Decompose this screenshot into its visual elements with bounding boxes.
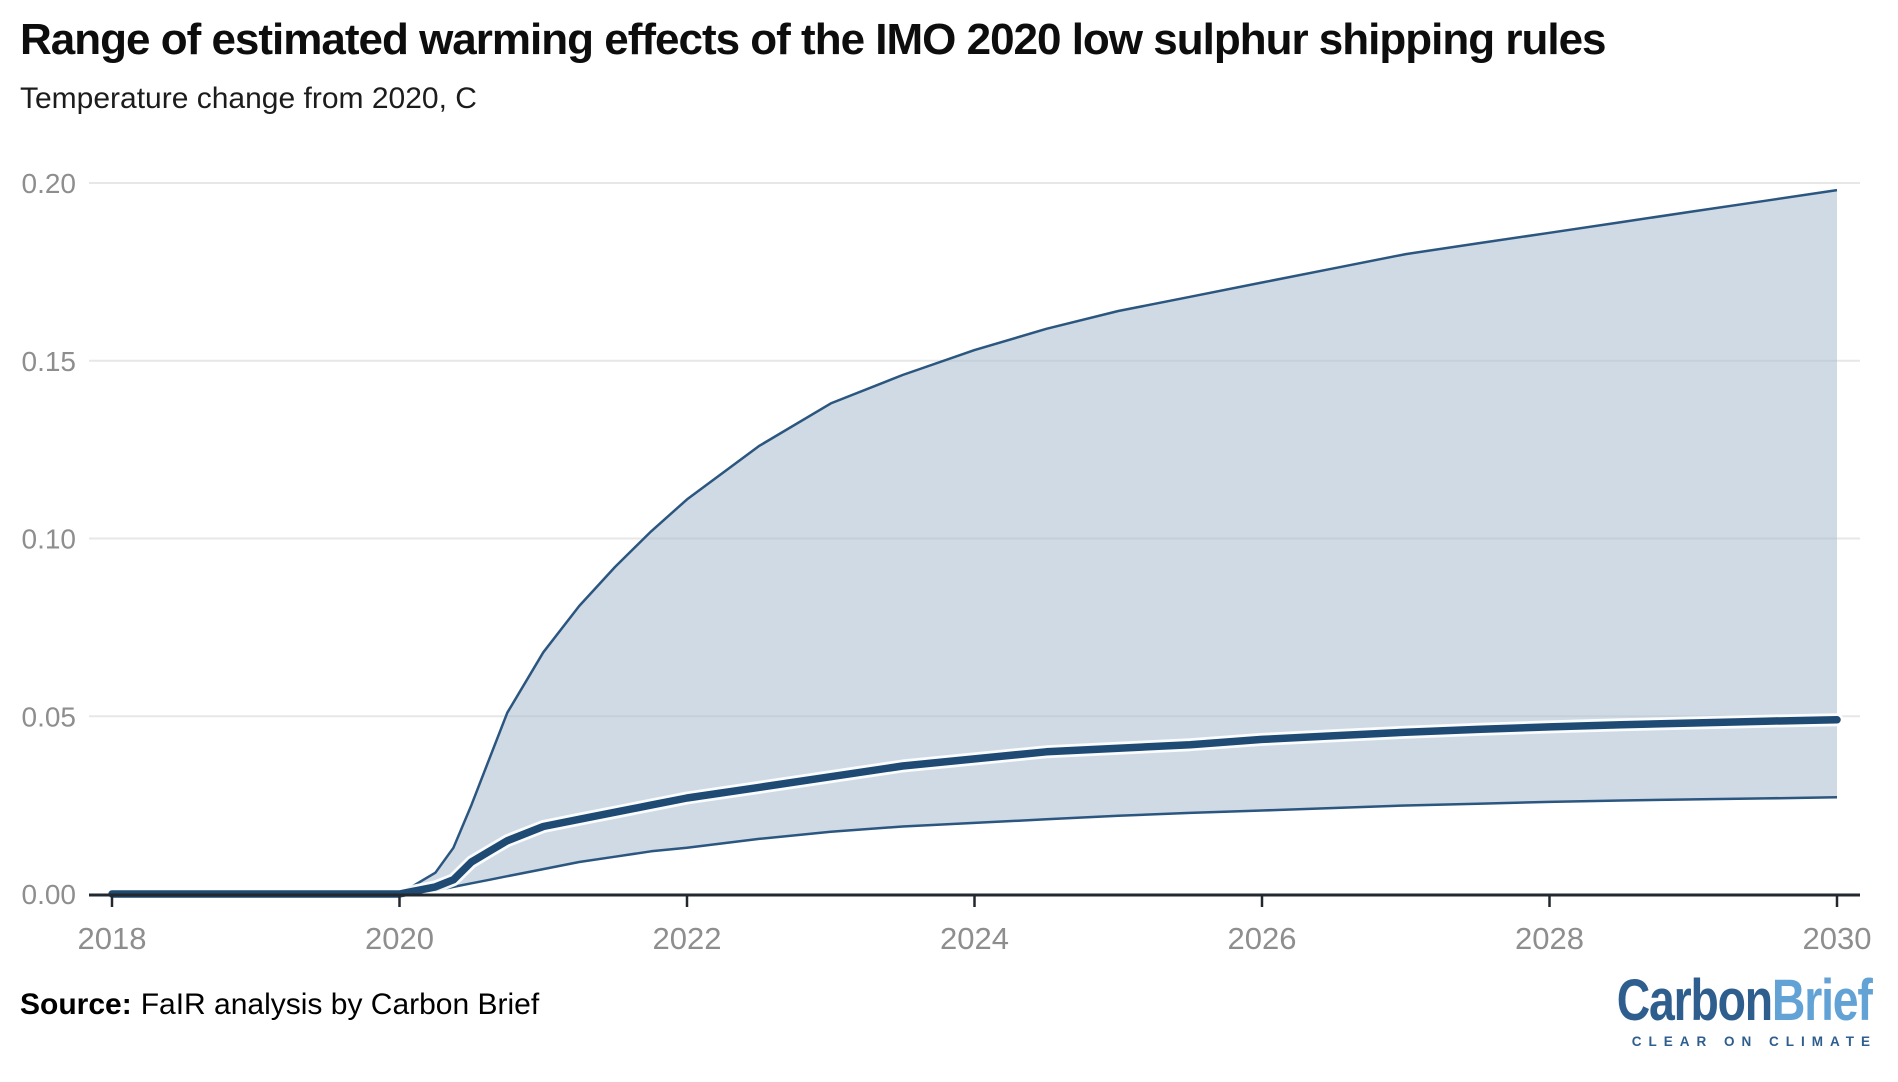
y-tick-label-0.20: 0.20 — [22, 168, 77, 199]
x-tick-label-2020: 2020 — [365, 921, 434, 956]
logo-carbon: Carbon — [1617, 968, 1773, 1033]
source-note: Source: FaIR analysis by Carbon Brief — [20, 988, 539, 1022]
logo-tagline: CLEAR ON CLIMATE — [1631, 1034, 1877, 1049]
x-tick-label-2018: 2018 — [78, 921, 147, 956]
y-tick-label-0.05: 0.05 — [22, 701, 77, 732]
y-tick-label-0.00: 0.00 — [22, 879, 77, 910]
x-tick-label-2028: 2028 — [1515, 921, 1584, 956]
source-text: FaIR analysis by Carbon Brief — [140, 988, 540, 1021]
range-band — [112, 190, 1837, 895]
x-tick-label-2026: 2026 — [1228, 921, 1297, 956]
upper-bound-line — [112, 188, 1838, 896]
carbonbrief-logo-wordmark: CarbonBrief — [1617, 972, 1873, 1030]
central-estimate-line — [108, 716, 1841, 898]
page-title: Range of estimated warming effects of th… — [20, 15, 1607, 64]
logo-brief: Brief — [1772, 968, 1873, 1033]
x-tick-label-2022: 2022 — [653, 921, 722, 956]
y-tick-label-0.10: 0.10 — [22, 524, 77, 555]
source-label: Source: — [20, 988, 132, 1021]
carbonbrief-logo: CarbonBrief CLEAR ON CLIMATE — [1553, 972, 1873, 1050]
x-tick-label-2030: 2030 — [1803, 921, 1872, 956]
page-subtitle: Temperature change from 2020, C — [20, 82, 477, 115]
y-tick-label-0.15: 0.15 — [22, 346, 77, 377]
x-tick-label-2024: 2024 — [940, 921, 1009, 956]
